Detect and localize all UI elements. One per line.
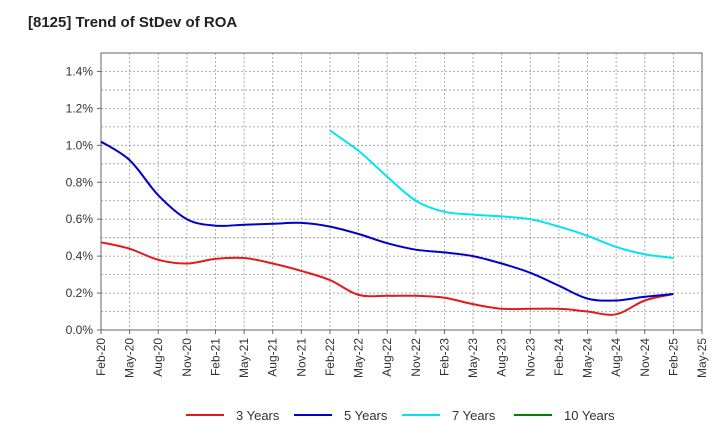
x-tick-label: Feb-22: [323, 338, 337, 376]
x-tick-label: Aug-24: [609, 338, 623, 377]
series-line-5-years: [100, 140, 674, 302]
legend-label: 3 Years: [236, 407, 280, 423]
x-tick-label: May-22: [352, 338, 366, 378]
x-tick-label: Nov-20: [180, 338, 194, 377]
legend-label: 10 Years: [564, 407, 615, 423]
x-tick-label: Aug-22: [380, 338, 394, 377]
y-tick-label: 0.2%: [66, 286, 94, 300]
x-tick-label: Nov-22: [409, 338, 423, 377]
x-tick-label: May-23: [466, 338, 480, 378]
y-axis-ticks: 0.0% 0.2% 0.4% 0.6% 0.8% 1.0% 1.2% 1.4%: [66, 64, 101, 337]
x-tick-label: Aug-20: [151, 338, 165, 377]
x-tick-label: Feb-25: [666, 338, 680, 376]
x-tick-label: Nov-24: [638, 338, 652, 377]
x-tick-label: Aug-21: [266, 338, 280, 377]
legend-swatch: [294, 414, 332, 416]
y-tick-label: 1.4%: [66, 64, 94, 78]
x-tick-label: Feb-20: [94, 338, 108, 376]
legend: 3 Years 5 Years 7 Years 10 Years: [0, 405, 720, 425]
x-tick-label: Nov-23: [523, 338, 537, 377]
legend-item-5-years: 5 Years: [294, 405, 387, 425]
x-tick-label: Nov-21: [294, 338, 308, 377]
grid: [100, 52, 703, 331]
y-tick-label: 1.2%: [66, 101, 94, 115]
legend-item-3-years: 3 Years: [186, 405, 279, 425]
series-line-7-years: [329, 129, 674, 259]
series-lines: [100, 129, 674, 316]
legend-swatch: [402, 414, 440, 416]
chart-title: [8125] Trend of StDev of ROA: [28, 14, 238, 31]
x-tick-label: May-24: [581, 338, 595, 378]
y-tick-label: 0.4%: [66, 249, 94, 263]
x-tick-label: May-20: [123, 338, 137, 378]
y-tick-label: 0.8%: [66, 175, 94, 189]
y-tick-label: 0.6%: [66, 212, 94, 226]
x-tick-label: Aug-23: [495, 338, 509, 377]
x-tick-label: Feb-24: [552, 338, 566, 376]
legend-swatch: [514, 414, 552, 416]
x-tick-label: Feb-21: [208, 338, 222, 376]
x-tick-label: Feb-23: [437, 338, 451, 376]
x-axis-ticks: Feb-20 May-20 Aug-20 Nov-20 Feb-21 May-21 Aug-…: [94, 330, 709, 378]
y-tick-label: 1.0%: [66, 138, 94, 152]
legend-label: 5 Years: [344, 407, 388, 423]
legend-label: 7 Years: [452, 407, 496, 423]
x-tick-label: May-21: [237, 338, 251, 378]
y-tick-label: 0.0%: [66, 323, 94, 337]
x-tick-label: May-25: [695, 338, 709, 378]
legend-swatch: [186, 414, 224, 416]
plot-area: [100, 52, 703, 331]
legend-item-10-years: 10 Years: [514, 405, 615, 425]
legend-item-7-years: 7 Years: [402, 405, 495, 425]
series-line-3-years: [100, 241, 674, 316]
